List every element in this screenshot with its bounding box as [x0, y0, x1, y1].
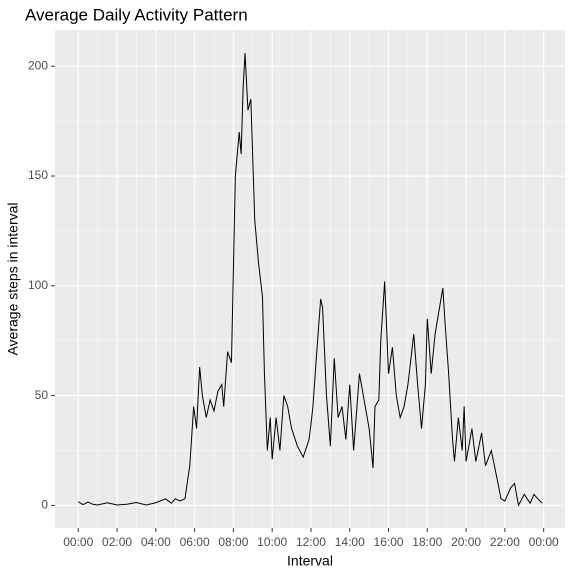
- y-tick-label: 50: [35, 388, 49, 402]
- x-tick-label: 14:00: [335, 535, 365, 549]
- x-tick-label: 08:00: [218, 535, 248, 549]
- x-tick-label: 00:00: [529, 535, 559, 549]
- x-tick-label: 22:00: [490, 535, 520, 549]
- y-tick-label: 200: [28, 58, 48, 72]
- x-tick-label: 04:00: [141, 535, 171, 549]
- x-tick-label: 18:00: [412, 535, 442, 549]
- x-tick-label: 10:00: [257, 535, 287, 549]
- x-tick-label: 20:00: [451, 535, 481, 549]
- chart-title: Average Daily Activity Pattern: [25, 5, 248, 24]
- y-tick-label: 0: [41, 498, 48, 512]
- x-tick-label: 12:00: [296, 535, 326, 549]
- x-axis-title: Interval: [287, 553, 333, 569]
- x-tick-label: 06:00: [180, 535, 210, 549]
- x-tick-label: 00:00: [63, 535, 93, 549]
- y-tick-label: 100: [28, 278, 48, 292]
- x-tick-label: 02:00: [102, 535, 132, 549]
- x-tick-label: 16:00: [374, 535, 404, 549]
- panel: [55, 30, 565, 528]
- y-tick-label: 150: [28, 168, 48, 182]
- y-axis-title: Average steps in interval: [5, 202, 21, 355]
- line: [78, 53, 543, 507]
